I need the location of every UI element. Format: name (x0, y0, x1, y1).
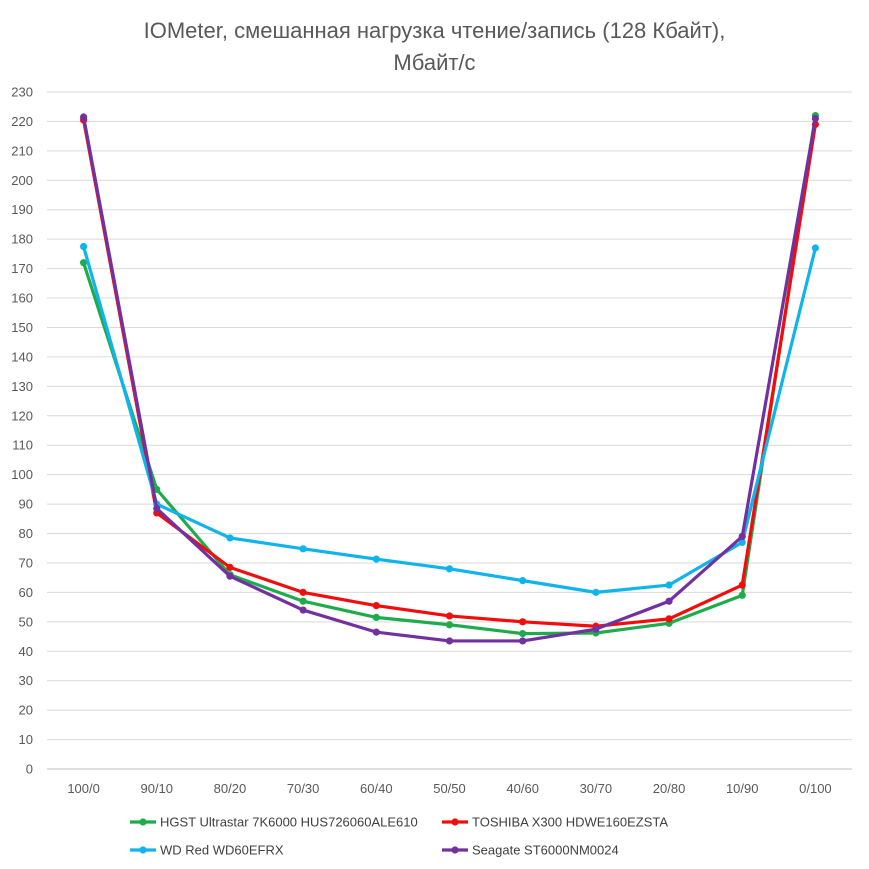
data-point (519, 630, 527, 638)
y-tick-label: 10 (19, 732, 33, 747)
y-tick-label: 100 (11, 467, 33, 482)
legend: HGST Ultrastar 7K6000 HUS726060ALE610 TOS… (130, 815, 668, 858)
x-tick-label: 50/50 (433, 781, 466, 796)
data-point (299, 597, 307, 605)
y-tick-label: 160 (11, 291, 33, 306)
y-tick-label: 150 (11, 320, 33, 335)
data-point (226, 563, 234, 571)
y-tick-label: 190 (11, 202, 33, 217)
y-tick-label: 230 (11, 85, 33, 100)
data-point (811, 244, 820, 252)
data-point (592, 588, 600, 596)
y-tick-label: 120 (11, 408, 33, 423)
data-point (519, 577, 527, 585)
data-point (445, 565, 454, 573)
data-point (372, 602, 380, 610)
y-tick-label: 110 (12, 438, 33, 453)
x-tick-label: 70/30 (287, 781, 320, 796)
data-point (738, 538, 746, 546)
legend-item: HGST Ultrastar 7K6000 HUS726060ALE610 (130, 815, 418, 830)
series-4 (79, 113, 820, 645)
series-line (81, 113, 818, 636)
y-tick-label: 60 (19, 585, 33, 600)
data-point (372, 628, 380, 636)
data-point (79, 113, 88, 121)
gridlines (47, 91, 852, 770)
series-2 (79, 116, 820, 630)
data-point (738, 581, 746, 589)
data-point (226, 572, 234, 580)
y-tick-label: 50 (19, 614, 33, 629)
y-tick-label: 70 (19, 555, 33, 570)
y-tick-label: 30 (19, 673, 33, 688)
data-point (445, 621, 454, 629)
x-tick-label: 10/90 (726, 781, 759, 796)
series-lines (79, 111, 820, 645)
data-point (299, 545, 307, 553)
data-point (79, 242, 88, 251)
data-point (665, 597, 673, 605)
series-line (81, 118, 818, 628)
data-point (299, 606, 307, 614)
y-tick-label: 210 (11, 143, 33, 158)
x-tick-label: 30/70 (580, 781, 613, 796)
data-point (153, 504, 161, 513)
x-tick-label: 80/20 (214, 781, 247, 796)
data-point (372, 613, 380, 622)
data-point (79, 259, 88, 267)
data-point (665, 581, 673, 589)
chart-title: IOMeter, смешанная нагрузка чтение/запис… (144, 18, 726, 75)
y-tick-label: 170 (11, 261, 33, 276)
x-axis-ticks: 100/0 90/10 80/20 70/30 60/40 50/50 40/60 30/70… (67, 781, 831, 796)
x-tick-label: 90/10 (140, 781, 173, 796)
y-tick-label: 140 (11, 349, 33, 364)
data-point (519, 618, 527, 626)
y-tick-label: 0 (26, 762, 33, 777)
legend-swatch-marker (139, 846, 147, 854)
data-point (445, 637, 454, 645)
chart-title-line-1: IOMeter, смешанная нагрузка чтение/запис… (144, 18, 726, 43)
data-point (738, 532, 746, 541)
x-tick-label: 0/100 (799, 781, 832, 796)
y-tick-label: 20 (19, 703, 33, 718)
legend-item: TOSHIBA X300 HDWE160EZSTA (442, 815, 668, 830)
legend-label: TOSHIBA X300 HDWE160EZSTA (472, 815, 668, 830)
data-point (226, 534, 234, 542)
y-axis-ticks: 0 10 20 30 40 50 60 70 80 90 100 110 120 130 140 150 160… (11, 85, 33, 777)
data-point (519, 637, 527, 645)
y-tick-label: 220 (11, 114, 33, 129)
series-3 (79, 242, 820, 596)
data-point (738, 591, 746, 599)
legend-swatch-marker (451, 846, 459, 854)
x-tick-label: 20/80 (653, 781, 686, 796)
legend-label: Seagate ST6000NM0024 (472, 843, 619, 858)
data-point (445, 612, 454, 620)
data-point (592, 625, 600, 633)
data-point (372, 555, 380, 563)
legend-swatch-marker (139, 818, 147, 826)
y-tick-label: 180 (11, 232, 33, 247)
chart-title-line-2: Мбайт/с (393, 50, 475, 75)
data-point (811, 114, 820, 123)
legend-label: HGST Ultrastar 7K6000 HUS726060ALE610 (160, 815, 418, 830)
y-tick-label: 40 (19, 644, 33, 659)
x-tick-label: 40/60 (506, 781, 539, 796)
y-tick-label: 80 (19, 526, 33, 541)
data-point (299, 588, 307, 596)
legend-item: WD Red WD60EFRX (130, 843, 284, 858)
legend-item: Seagate ST6000NM0024 (442, 843, 619, 858)
y-tick-label: 130 (11, 379, 33, 394)
legend-swatch-marker (451, 818, 459, 826)
data-point (665, 615, 673, 623)
series-1 (79, 111, 820, 638)
y-tick-label: 90 (19, 497, 33, 512)
x-tick-label: 60/40 (360, 781, 393, 796)
legend-label: WD Red WD60EFRX (160, 843, 284, 858)
y-tick-label: 200 (11, 173, 33, 188)
x-tick-label: 100/0 (67, 781, 100, 796)
